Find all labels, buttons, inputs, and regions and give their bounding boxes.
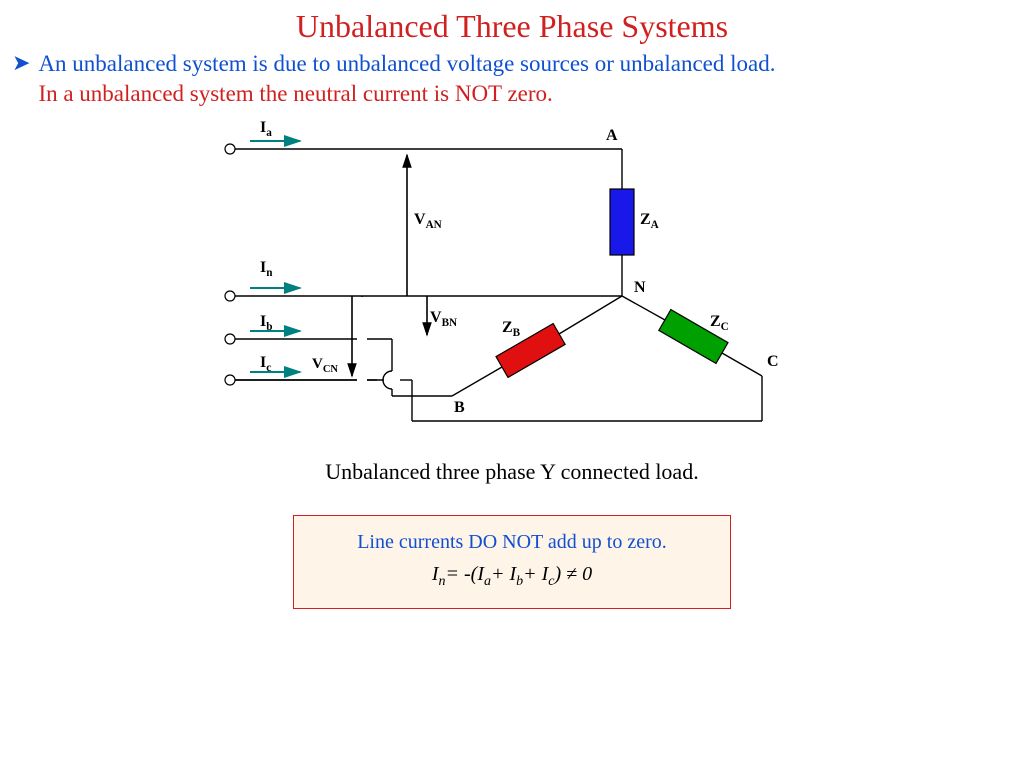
label-a: A <box>606 127 618 145</box>
bullet-line1: An unbalanced system is due to unbalance… <box>38 51 775 76</box>
label-zb: ZB <box>502 319 520 339</box>
circuit-diagram: Ia In Ib Ic VAN VBN VCN A N B C ZA ZB ZC <box>202 121 822 441</box>
title-text: Unbalanced Three Phase Systems <box>296 8 728 44</box>
diagram-caption: Unbalanced three phase Y connected load. <box>0 459 1024 485</box>
bullet-arrow-icon: ➤ <box>12 49 30 77</box>
label-zc: ZC <box>710 313 729 333</box>
page-title: Unbalanced Three Phase Systems <box>0 0 1024 45</box>
label-b: B <box>454 399 465 417</box>
circuit-svg <box>202 121 822 441</box>
bullet-line2: In a unbalanced system the neutral curre… <box>38 81 552 106</box>
bullet-point: ➤ An unbalanced system is due to unbalan… <box>0 45 1024 109</box>
formula-box: Line currents DO NOT add up to zero. In=… <box>293 515 731 609</box>
label-vcn: VCN <box>312 356 338 375</box>
bullet-text-block: An unbalanced system is due to unbalance… <box>38 49 775 109</box>
label-in: In <box>260 259 272 279</box>
label-van: VAN <box>414 211 442 231</box>
formula-line1: Line currents DO NOT add up to zero. <box>302 526 722 558</box>
label-ic: Ic <box>260 354 271 374</box>
caption-text: Unbalanced three phase Y connected load. <box>325 459 698 484</box>
label-n: N <box>634 279 646 297</box>
formula-line2: In= -(Ia+ Ib+ Ic) ≠ 0 <box>302 558 722 598</box>
label-za: ZA <box>640 211 659 231</box>
label-ia: Ia <box>260 119 272 139</box>
label-ib: Ib <box>260 313 272 333</box>
label-vbn: VBN <box>430 309 457 329</box>
label-c: C <box>767 353 779 371</box>
